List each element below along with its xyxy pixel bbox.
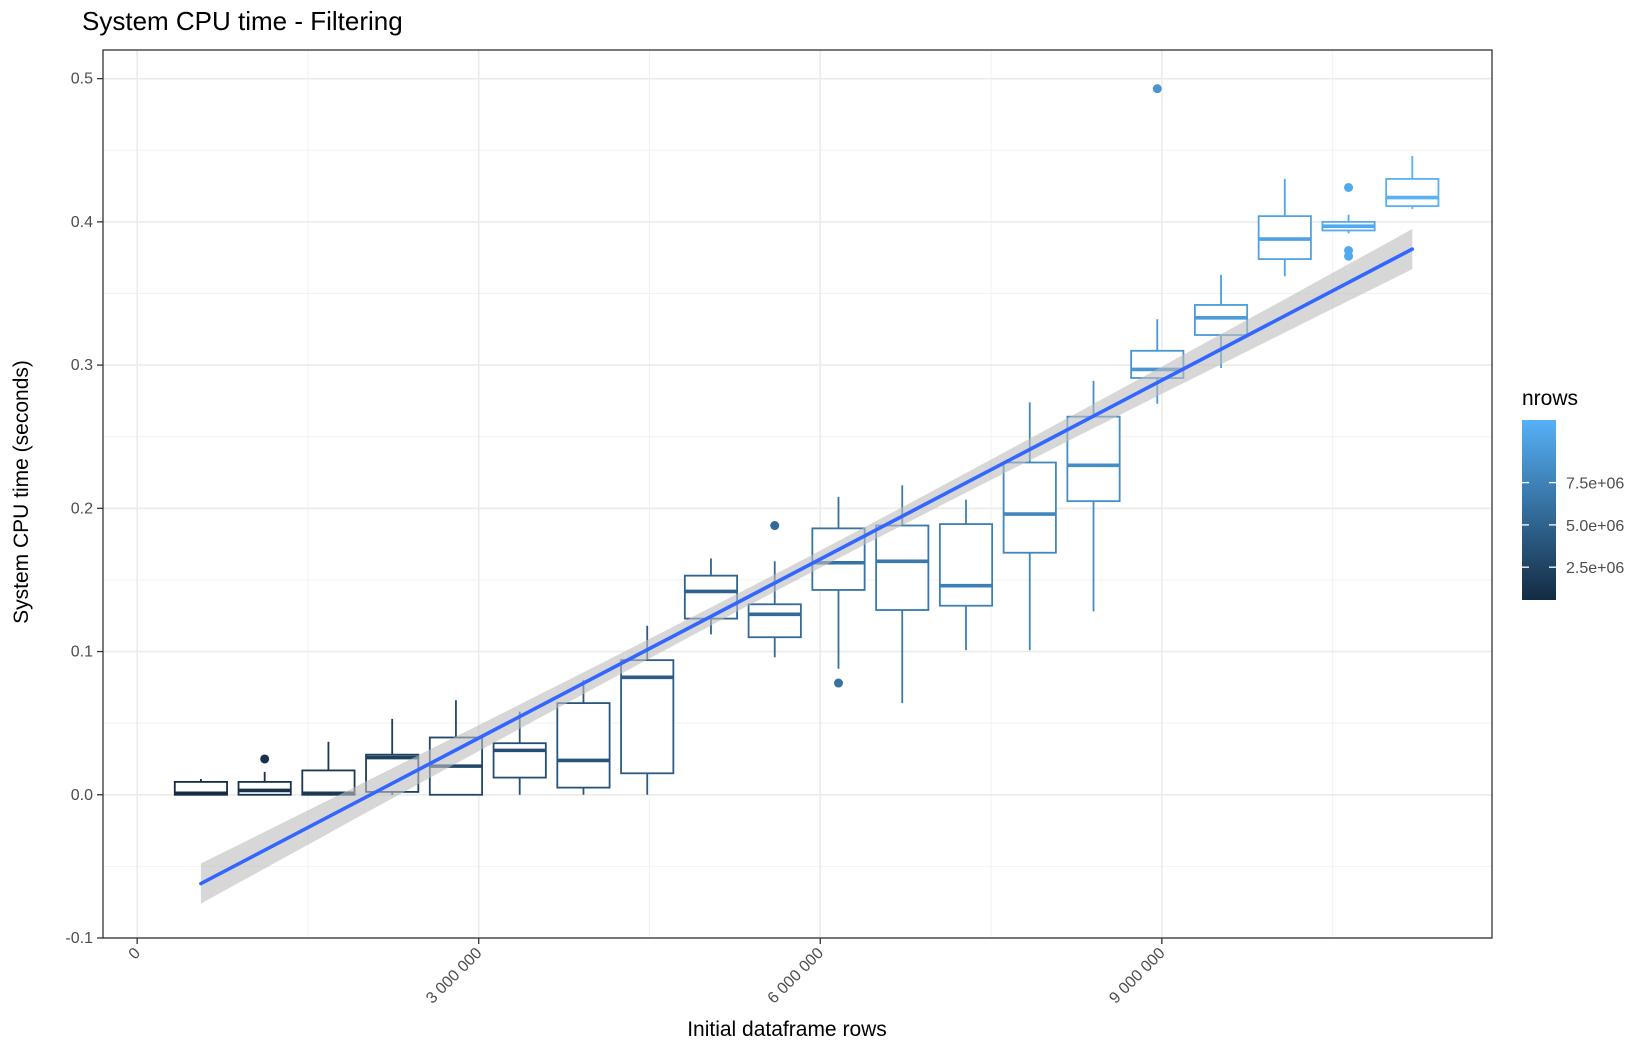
legend-title: nrows [1522,387,1578,410]
boxplot-2 [237,754,292,796]
box-iqr [875,524,930,611]
x-tick-label: 6 000 000 [765,945,827,1007]
x-tick-label: 0 [126,945,144,963]
trend-line [199,247,1415,886]
boxplot-14 [1002,402,1057,651]
box-iqr [301,769,356,796]
boxplot-16 [1130,84,1185,404]
y-axis-title: System CPU time (seconds) [10,360,33,624]
legend-tick-label: 2.5e+06 [1566,560,1624,577]
boxplot-20 [1385,155,1440,209]
x-tick-label: 3 000 000 [423,945,485,1007]
box-iqr [237,780,292,796]
legend-tick-label: 7.5e+06 [1566,476,1624,493]
color-legend: nrows 2.5e+06 5.0e+06 7.5e+06 [1522,387,1624,600]
outlier-point [833,678,843,688]
chart-title: System CPU time - Filtering [82,6,403,36]
legend-colorbar [1522,420,1556,600]
box-iqr [1385,178,1440,208]
legend-tick-label: 5.0e+06 [1566,518,1624,535]
outlier-point [260,754,270,764]
boxplot-8 [620,625,675,795]
boxplot-10 [747,521,802,658]
x-tick-label: 9 000 000 [1106,945,1168,1007]
y-tick-label: 0.3 [71,357,93,374]
boxplot-12 [875,485,930,704]
boxplot-19 [1321,182,1376,261]
boxplot-13 [938,499,994,651]
y-tick-label: 0.2 [71,500,93,517]
plot-area: -0.1 0.0 0.1 0.2 0.3 0.4 0.5 0 3 000 000 6 000 00… [65,49,1493,1007]
y-tick-label: 0.1 [71,644,93,661]
boxplot-6 [492,711,547,795]
boxplot-7 [556,680,611,795]
panel-border [102,49,1493,939]
y-tick-label: 0.4 [71,214,93,231]
boxplot-18 [1257,178,1312,277]
x-axis-title: Initial dataframe rows [687,1018,887,1041]
outlier-point [1152,84,1162,94]
outlier-point [770,521,780,531]
y-tick-label: 0.5 [71,71,93,88]
boxplot-1 [173,779,228,796]
box-iqr [556,702,611,789]
box-iqr [938,523,994,607]
box-iqr [492,742,547,779]
y-tick-label: -0.1 [65,930,93,947]
outlier-point [1344,251,1354,261]
y-tick-label: 0.0 [71,787,93,804]
box-iqr [747,603,802,639]
outlier-point [1344,182,1354,192]
box-iqr [1002,461,1057,554]
boxplot-3 [301,741,356,796]
